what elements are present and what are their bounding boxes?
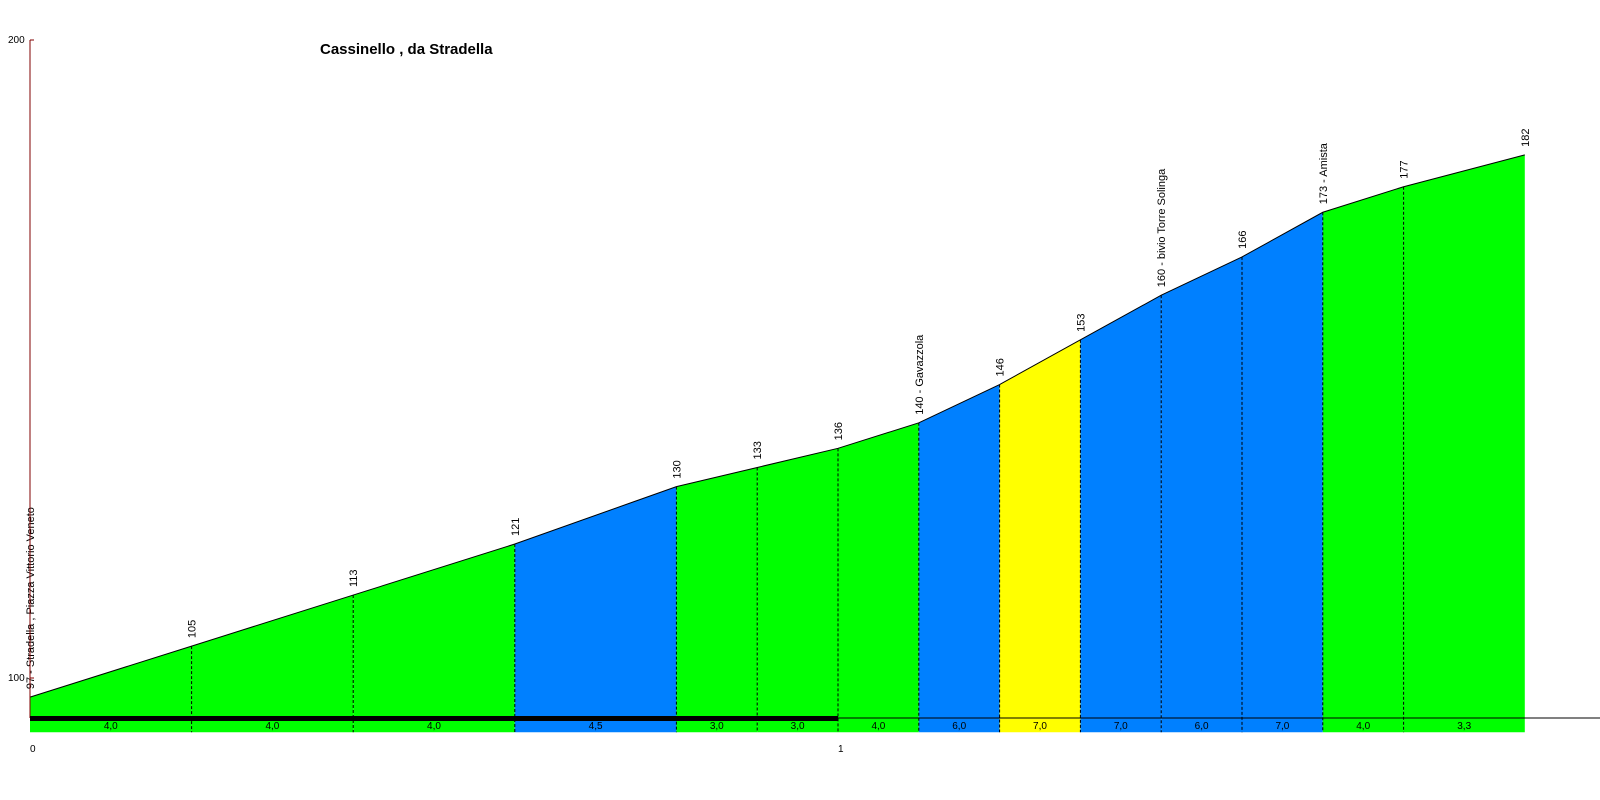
x-tick-0: 0 [30, 744, 36, 755]
altitude-label: 130 [671, 460, 683, 478]
gradient-segment [30, 646, 192, 733]
gradient-label: 6,0 [952, 721, 966, 732]
gradient-segment [757, 448, 838, 733]
altitude-labels: 97 - Stradella , Piazza Vittorio Veneto 1… [25, 128, 1532, 689]
altitude-label: 97 - Stradella , Piazza Vittorio Veneto [25, 507, 37, 689]
y-tick-200: 200 [8, 35, 25, 46]
gradient-label: 4,5 [589, 721, 603, 732]
gradient-label: 7,0 [1275, 721, 1289, 732]
gradient-segment [1161, 256, 1242, 733]
gradient-segment [1080, 295, 1162, 733]
altitude-label: 140 - Gavazzola [914, 334, 926, 415]
segment-dividers [191, 186, 1405, 733]
gradient-segment [1242, 212, 1323, 733]
gradient-label: 7,0 [1114, 721, 1128, 732]
gradient-segment [918, 384, 1000, 733]
profile-line [29, 154, 1525, 698]
gradient-label: 6,0 [1195, 721, 1209, 732]
gradient-segment [676, 467, 758, 733]
gradient-segment [1322, 186, 1404, 733]
altitude-label: 166 [1237, 231, 1249, 249]
gradient-label: 3,0 [791, 721, 805, 732]
altitude-label: 160 - bivio Torre Solinga [1156, 168, 1168, 287]
altitude-label: 146 [995, 358, 1007, 376]
gradient-segment [353, 544, 515, 733]
gradient-label: 4,0 [104, 721, 118, 732]
distance-bar-km1 [30, 716, 838, 721]
altitude-label: 173 - Amista [1318, 142, 1330, 204]
gradient-segment [838, 422, 919, 733]
gradient-labels: 4,0 4,0 4,0 4,5 3,0 3,0 4,0 6,0 7,0 7,0 6,0 7,0 4,0 3… [104, 721, 1472, 732]
altitude-label: 136 [833, 422, 845, 440]
altitude-label: 153 [1075, 314, 1087, 332]
y-tick-100: 100 [8, 673, 25, 684]
gradient-segment [1403, 154, 1525, 733]
gradient-segment [514, 486, 677, 733]
altitude-label: 105 [187, 620, 199, 638]
gradient-segment [191, 595, 354, 733]
gradient-label: 4,0 [1356, 721, 1370, 732]
chart-title: Cassinello , da Stradella [320, 41, 493, 58]
altitude-label: 113 [348, 570, 360, 588]
altitude-label: 133 [752, 441, 764, 459]
gradient-label: 3,3 [1457, 721, 1471, 732]
gradient-label: 4,0 [427, 721, 441, 732]
altitude-label: 182 [1520, 128, 1532, 146]
altitude-label: 177 [1399, 160, 1411, 178]
gradient-segment [999, 339, 1081, 733]
gradient-label: 7,0 [1033, 721, 1047, 732]
x-tick-1: 1 [838, 744, 844, 755]
altitude-label: 121 [510, 518, 522, 536]
gradient-label: 4,0 [871, 721, 885, 732]
gradient-label: 3,0 [710, 721, 724, 732]
gradient-segments [30, 154, 1525, 733]
gradient-label: 4,0 [265, 721, 279, 732]
